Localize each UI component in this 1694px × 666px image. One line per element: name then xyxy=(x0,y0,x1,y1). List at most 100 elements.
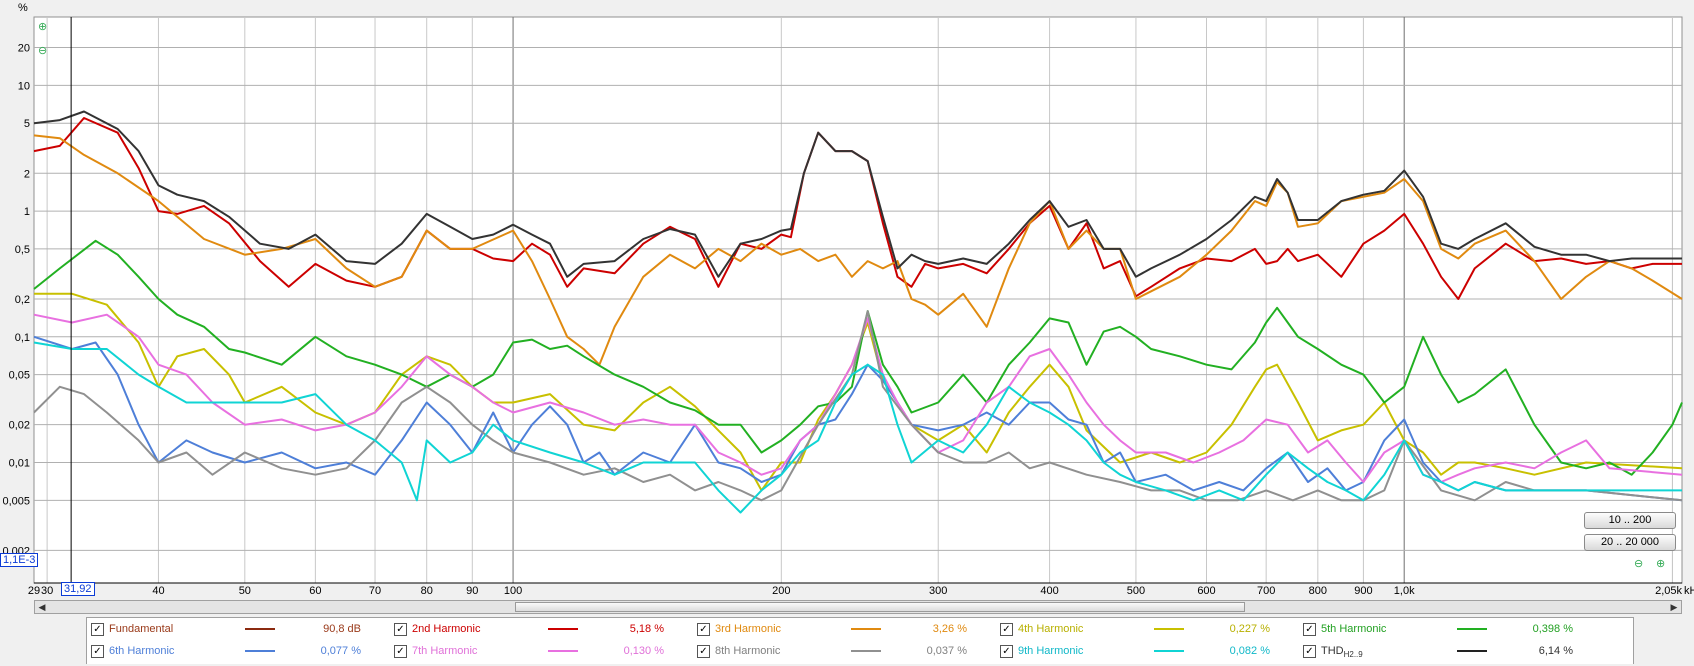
legend-checkbox[interactable]: ✓ xyxy=(91,623,104,636)
legend-name: 2nd Harmonic xyxy=(412,623,481,635)
legend-item: ✓ THDH2..9 6,14 % xyxy=(1301,640,1601,662)
scroll-right-icon[interactable]: ▶ xyxy=(1670,602,1678,612)
series-lines xyxy=(33,110,1683,514)
legend-checkbox[interactable]: ✓ xyxy=(394,623,407,636)
x-tick-label: 1,0k xyxy=(1394,585,1415,597)
x-tick-label: 500 xyxy=(1127,585,1145,597)
legend-checkbox[interactable]: ✓ xyxy=(394,645,407,658)
cursor-y-readout: 1,1E-3 xyxy=(0,553,39,567)
y-tick-label: 0,2 xyxy=(15,294,30,306)
y-tick-label: 0,1 xyxy=(15,332,30,344)
legend-value: 3,26 % xyxy=(932,623,967,635)
legend-item: ✓ 3rd Harmonic 3,26 % xyxy=(695,618,995,640)
series-line-6th-harmonic xyxy=(33,335,1683,502)
series-line-8th-harmonic xyxy=(33,310,1683,502)
legend-swatch xyxy=(1457,628,1487,630)
legend-swatch xyxy=(245,650,275,652)
legend-item: ✓ Fundamental 90,8 dB xyxy=(89,618,389,640)
y-unit-label: % xyxy=(18,2,28,14)
legend-value: 0,077 % xyxy=(320,645,361,657)
legend-item: ✓ 5th Harmonic 0,398 % xyxy=(1301,618,1601,640)
legend-item: ✓ 8th Harmonic 0,037 % xyxy=(695,640,995,662)
legend-name: 3rd Harmonic xyxy=(715,623,782,635)
plot-area[interactable] xyxy=(33,16,1683,584)
legend-panel: ✓ Fundamental 90,8 dB ✓ 2nd Harmonic 5,18 % ✓ 3… xyxy=(86,617,1634,664)
legend-name: 9th Harmonic xyxy=(1018,645,1084,657)
series-line-3rd-harmonic xyxy=(33,134,1683,366)
x-tick-label: 700 xyxy=(1257,585,1275,597)
legend-name: Fundamental xyxy=(109,623,174,635)
y-tick-label: 0,005 xyxy=(2,495,30,507)
scroll-thumb[interactable] xyxy=(515,602,1245,612)
scroll-left-icon[interactable]: ◀ xyxy=(38,602,46,612)
y-tick-label: 2 xyxy=(24,168,30,180)
legend-swatch xyxy=(548,628,578,630)
legend-value: 0,398 % xyxy=(1532,623,1573,635)
x-tick-labels: 29 30 40 50 60 70 80 90 100 200 300 400 500 600 700 800… xyxy=(28,585,1683,597)
y-tick-label: 0,02 xyxy=(9,420,30,432)
legend-name: 5th Harmonic xyxy=(1321,623,1387,635)
legend-checkbox[interactable]: ✓ xyxy=(91,645,104,658)
x-tick-label: 600 xyxy=(1197,585,1215,597)
legend-item: ✓ 9th Harmonic 0,082 % xyxy=(998,640,1298,662)
x-tick-label: 300 xyxy=(929,585,947,597)
series-line-thd xyxy=(33,110,1682,278)
y-tick-label: 20 xyxy=(18,43,30,55)
x-tick-label: 70 xyxy=(369,585,381,597)
x-tick-label: 2,05k xyxy=(1655,585,1682,597)
legend-checkbox[interactable]: ✓ xyxy=(697,623,710,636)
legend-checkbox[interactable]: ✓ xyxy=(1303,645,1316,658)
legend-value: 0,227 % xyxy=(1229,623,1270,635)
series-line-9th-harmonic xyxy=(33,341,1682,514)
legend-name: 7th Harmonic xyxy=(412,645,478,657)
x-tick-label: 400 xyxy=(1040,585,1058,597)
legend-value: 0,082 % xyxy=(1229,645,1270,657)
y-tick-label: 10 xyxy=(18,80,30,92)
legend-swatch xyxy=(1457,650,1487,652)
range-20-20000-button[interactable]: 20 .. 20 000 xyxy=(1584,534,1676,551)
legend-swatch xyxy=(851,650,881,652)
y-tick-label: 0,01 xyxy=(9,458,30,470)
legend-name: 4th Harmonic xyxy=(1018,623,1084,635)
x-tick-label: 50 xyxy=(239,585,251,597)
legend-checkbox[interactable]: ✓ xyxy=(1303,623,1316,636)
legend-checkbox[interactable]: ✓ xyxy=(697,645,710,658)
legend-item: ✓ 6th Harmonic 0,077 % xyxy=(89,640,389,662)
horizontal-scrollbar[interactable]: ◀ ▶ xyxy=(34,600,1682,614)
x-tick-label: 100 xyxy=(504,585,522,597)
legend-checkbox[interactable]: ✓ xyxy=(1000,623,1013,636)
x-tick-label: 900 xyxy=(1354,585,1372,597)
range-10-200-button[interactable]: 10 .. 200 xyxy=(1584,512,1676,529)
x-tick-label: 60 xyxy=(309,585,321,597)
h-zoom-in-icon[interactable]: ⊕ xyxy=(1656,558,1666,570)
legend-value: 90,8 dB xyxy=(323,623,361,635)
cursor-x-readout: 31,92 xyxy=(61,582,95,596)
legend-checkbox[interactable]: ✓ xyxy=(1000,645,1013,658)
y-tick-label: 1 xyxy=(24,206,30,218)
x-tick-label: 30 xyxy=(41,585,53,597)
legend-name: THDH2..9 xyxy=(1321,645,1363,660)
legend-item: ✓ 2nd Harmonic 5,18 % xyxy=(392,618,692,640)
y-tick-label: 0,05 xyxy=(9,370,30,382)
y-tick-label: 0,5 xyxy=(15,244,30,256)
legend-value: 0,130 % xyxy=(623,645,664,657)
legend-swatch xyxy=(1154,650,1184,652)
x-unit-label: kHz xyxy=(1684,585,1694,597)
zoom-in-icon[interactable]: ⊕ xyxy=(38,21,48,33)
legend-swatch xyxy=(851,628,881,630)
x-tick-label: 40 xyxy=(152,585,164,597)
legend-value: 0,037 % xyxy=(926,645,967,657)
series-line-7th-harmonic xyxy=(33,313,1683,483)
legend-name: 6th Harmonic xyxy=(109,645,175,657)
grid-lines xyxy=(34,17,1682,583)
legend-swatch xyxy=(245,628,275,630)
legend-swatch xyxy=(1154,628,1184,630)
legend-swatch xyxy=(548,650,578,652)
legend-item: ✓ 7th Harmonic 0,130 % xyxy=(392,640,692,662)
h-zoom-out-icon[interactable]: ⊖ xyxy=(1634,558,1644,570)
zoom-out-icon[interactable]: ⊖ xyxy=(38,45,48,57)
x-tick-label: 29 xyxy=(28,585,40,597)
legend-item: ✓ 4th Harmonic 0,227 % xyxy=(998,618,1298,640)
x-tick-label: 90 xyxy=(466,585,478,597)
